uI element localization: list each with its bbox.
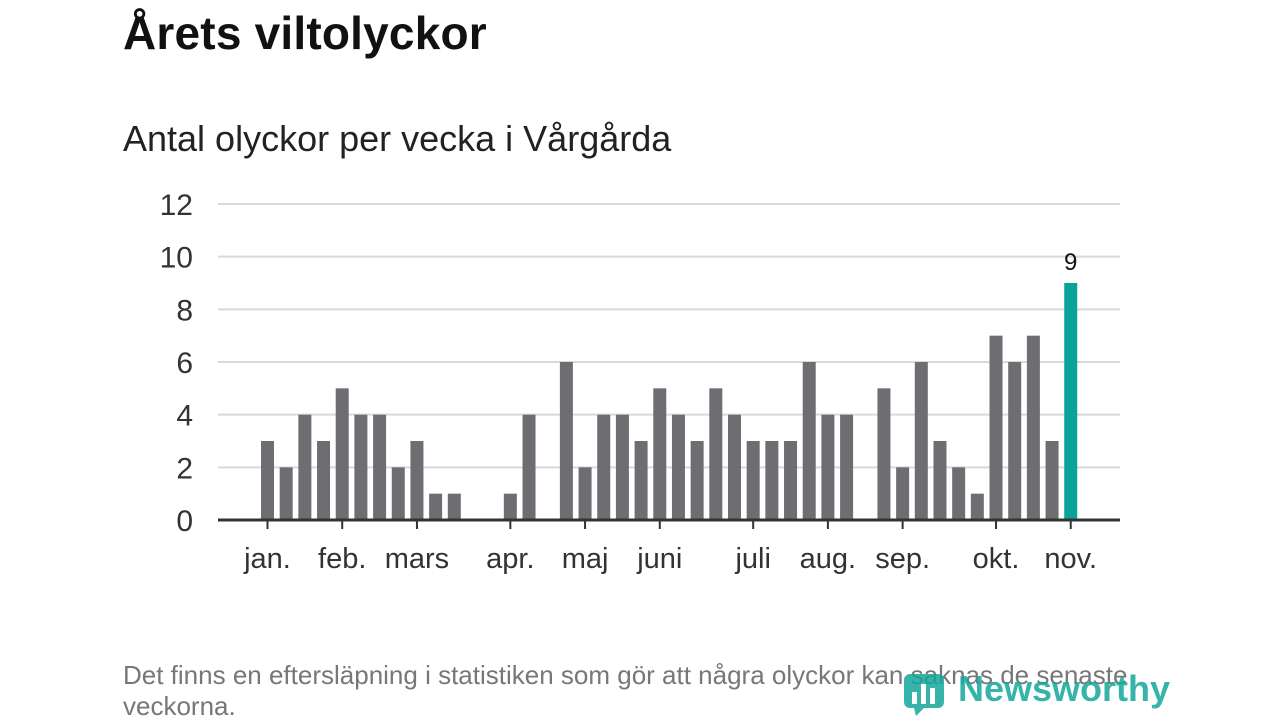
bar <box>279 467 293 520</box>
x-tick-label: juli <box>734 543 770 575</box>
bar <box>877 388 891 520</box>
bar-highlight <box>1064 283 1078 520</box>
bar <box>429 493 443 520</box>
x-tick-label: juni <box>636 543 682 575</box>
bar <box>354 414 368 520</box>
bar <box>896 467 910 520</box>
y-tick-label: 10 <box>160 242 193 275</box>
bar <box>559 362 573 520</box>
y-axis-tick-labels: 0 2 4 6 8 10 12 <box>160 189 193 538</box>
y-tick-label: 4 <box>176 400 193 433</box>
bar <box>615 414 629 520</box>
bar <box>840 414 854 520</box>
y-tick-label: 6 <box>176 347 193 380</box>
chart-title: Årets viltolyckor <box>123 7 487 59</box>
bar <box>410 441 424 520</box>
brand-name: Newsworthy <box>958 668 1171 709</box>
bar <box>989 335 1003 520</box>
brand-logo: Newsworthy <box>900 668 1170 720</box>
bar <box>597 414 611 520</box>
bar <box>802 362 816 520</box>
bar <box>933 441 947 520</box>
x-tick-label: okt. <box>973 543 1020 575</box>
bar <box>1045 441 1059 520</box>
bar <box>970 493 984 520</box>
bar <box>522 414 536 520</box>
bar-chart: 0 2 4 6 8 10 12 jan. feb. mars apr. maj juni juli aug… <box>160 189 1120 575</box>
y-tick-label: 8 <box>176 294 193 327</box>
bar <box>952 467 966 520</box>
grid-lines <box>218 203 1120 469</box>
y-tick-label: 2 <box>176 452 193 485</box>
bar <box>317 441 331 520</box>
x-tick-label: apr. <box>486 543 534 575</box>
x-tick-label: aug. <box>800 543 856 575</box>
bar <box>709 388 723 520</box>
bar <box>373 414 387 520</box>
newsworthy-logo-icon <box>904 674 944 716</box>
x-tick-label: maj <box>562 543 609 575</box>
y-tick-label: 12 <box>160 189 193 222</box>
bar-value-label: 9 <box>1064 249 1077 276</box>
bar <box>578 467 592 520</box>
bar <box>391 467 405 520</box>
bar <box>746 441 760 520</box>
bar <box>335 388 349 520</box>
chart-subtitle: Antal olyckor per vecka i Vårgårda <box>123 118 672 159</box>
bars <box>218 283 1120 522</box>
bar <box>821 414 835 520</box>
bar <box>653 388 667 520</box>
bar <box>784 441 798 520</box>
x-tick-label: mars <box>385 543 449 575</box>
x-axis-tick-labels: jan. feb. mars apr. maj juni juli aug. sep. okt. n… <box>243 520 1097 575</box>
bar <box>728 414 741 520</box>
bar <box>671 414 685 520</box>
x-tick-label: sep. <box>875 543 930 575</box>
x-tick-label: nov. <box>1044 543 1097 575</box>
bar <box>447 493 461 520</box>
data-labels: 9 <box>1064 249 1077 276</box>
bar <box>914 362 928 520</box>
bar <box>298 414 312 520</box>
bar <box>261 441 274 520</box>
bar <box>1008 362 1022 520</box>
bar <box>690 441 704 520</box>
bar <box>765 441 779 520</box>
x-tick-label: feb. <box>318 543 366 575</box>
x-tick-label: jan. <box>243 543 291 575</box>
footnote: Det finns en eftersläpning i statistiken… <box>123 660 1128 721</box>
bar <box>634 441 648 520</box>
bar <box>503 493 517 520</box>
y-tick-label: 0 <box>176 505 193 538</box>
bar <box>1026 335 1040 520</box>
